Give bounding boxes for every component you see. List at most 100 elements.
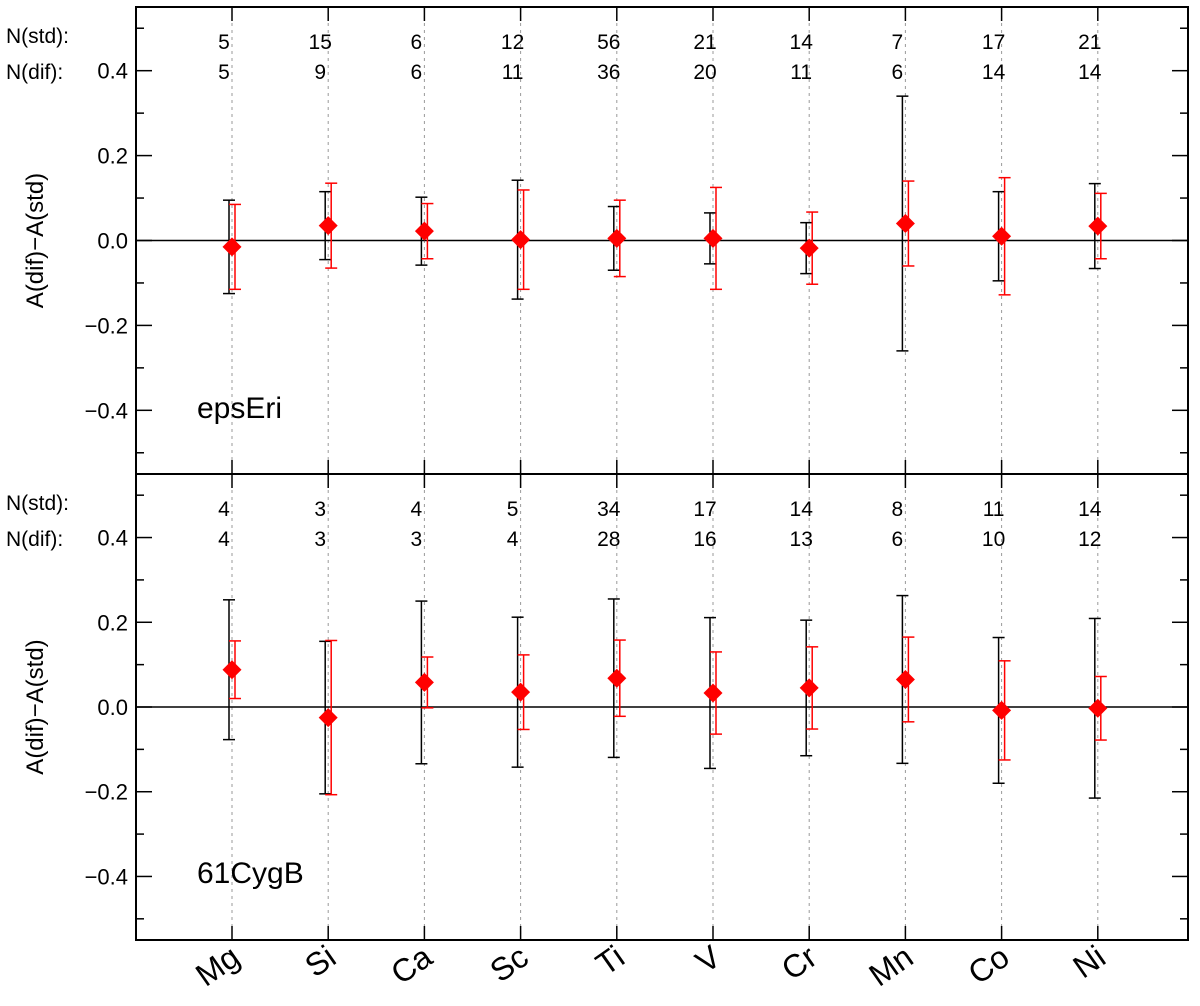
n-std-count: 4 (218, 498, 230, 521)
n-dif-count: 11 (502, 61, 524, 84)
category-label-v: V (689, 938, 728, 980)
category-label-co: Co (961, 938, 1015, 991)
n-std-count: 4 (411, 498, 423, 521)
n-dif-count: 4 (507, 528, 519, 551)
n-std-count: 8 (892, 498, 904, 521)
data-point-sc (511, 179, 531, 300)
n-dif-count: 3 (314, 528, 326, 551)
n-std-count: 11 (983, 498, 1005, 521)
marker-diamond (895, 669, 915, 689)
panel-frame (135, 473, 1189, 941)
category-label-cr: Cr (775, 938, 824, 987)
marker-diamond (799, 678, 819, 698)
n-std-count: 7 (892, 31, 904, 54)
data-point-mn (895, 95, 915, 352)
n-std-count: 15 (309, 31, 332, 54)
n-dif-count: 3 (411, 528, 423, 551)
marker-diamond (414, 221, 434, 241)
y-tick-label: 0.0 (97, 229, 128, 254)
n-dif-count: 4 (218, 528, 230, 551)
n-std-count: 14 (1078, 498, 1102, 521)
y-tick-label: −0.4 (85, 864, 128, 889)
n-dif-count: 10 (982, 528, 1005, 551)
data-point-sc (511, 616, 531, 768)
data-point-ni (1088, 617, 1108, 799)
n-std-count: 5 (507, 498, 519, 521)
marker-diamond (703, 228, 723, 248)
y-tick-label: 0.2 (97, 610, 128, 635)
marker-diamond (703, 683, 723, 703)
category-label-sc: Sc (483, 938, 534, 989)
category-label-si: Si (298, 938, 342, 984)
n-std-count: 6 (411, 31, 423, 54)
data-point-cr (799, 211, 819, 285)
n-dif-count: 14 (982, 61, 1006, 84)
n-dif-count: 9 (314, 61, 326, 84)
y-tick-label: 0.4 (97, 59, 128, 84)
n-std-count: 17 (982, 31, 1005, 54)
n-dif-count: 20 (693, 61, 716, 84)
y-axis-label: A(dif)−A(std) (22, 173, 49, 308)
n-std-count: 14 (790, 31, 814, 54)
n-dif-count: 6 (892, 528, 904, 551)
marker-diamond (318, 216, 338, 236)
n-dif-label: N(dif): (6, 61, 63, 84)
marker-diamond (222, 237, 242, 257)
marker-diamond (992, 226, 1012, 246)
marker-diamond (607, 228, 627, 248)
marker-diamond (895, 214, 915, 234)
n-dif-label: N(dif): (6, 528, 63, 551)
n-dif-count: 16 (693, 528, 716, 551)
data-point-mg (222, 599, 242, 741)
n-std-count: 56 (597, 31, 620, 54)
n-dif-count: 12 (1078, 528, 1101, 551)
data-point-v (703, 616, 723, 770)
category-label-mn: Mn (862, 938, 919, 993)
data-point-ca (414, 196, 434, 266)
y-tick-label: −0.4 (85, 398, 128, 423)
n-std-count: 14 (790, 498, 814, 521)
y-tick-label: 0.0 (97, 695, 128, 720)
data-point-co (992, 636, 1012, 785)
panel-epseri: 0.4 0.2 0.0 −0.2 −0.4 A(dif)−A(std) N(std): N(d… (6, 6, 1189, 475)
marker-diamond (992, 700, 1012, 720)
n-std-count: 12 (501, 31, 524, 54)
data-point-cr (799, 619, 819, 757)
n-dif-count: 13 (790, 528, 813, 551)
data-point-v (703, 186, 723, 291)
marker-diamond (799, 238, 819, 258)
n-dif-count: 36 (597, 61, 620, 84)
n-std-count: 17 (693, 498, 716, 521)
n-std-count: 21 (693, 31, 716, 54)
panel-label: epsEri (197, 392, 282, 425)
n-dif-count: 5 (218, 61, 230, 84)
n-dif-count: 11 (790, 61, 812, 84)
marker-diamond (511, 682, 531, 702)
data-point-ni (1088, 182, 1108, 270)
data-point-ti (607, 598, 627, 759)
data-point-mg (222, 199, 242, 295)
marker-diamond (607, 668, 627, 688)
panel-61cygb: 0.4 0.2 0.0 −0.2 −0.4 A(dif)−A(std) N(std): N(d… (6, 473, 1189, 941)
n-std-count: 5 (218, 31, 230, 54)
data-point-co (992, 176, 1012, 296)
marker-diamond (318, 708, 338, 728)
y-axis-label: A(dif)−A(std) (22, 639, 49, 774)
marker-diamond (414, 672, 434, 692)
marker-diamond (511, 230, 531, 250)
data-point-mn (895, 594, 915, 765)
n-dif-count: 6 (411, 61, 423, 84)
marker-diamond (1088, 216, 1108, 236)
n-std-count: 21 (1078, 31, 1101, 54)
n-std-count: 3 (314, 498, 326, 521)
category-label-ca: Ca (384, 938, 438, 991)
category-label-ni: Ni (1066, 938, 1111, 985)
n-dif-count: 28 (597, 528, 620, 551)
data-point-ti (607, 199, 627, 278)
marker-diamond (222, 660, 242, 680)
y-tick-label: −0.2 (85, 780, 128, 805)
y-tick-label: 0.2 (97, 144, 128, 169)
n-std-label: N(std): (6, 25, 69, 48)
